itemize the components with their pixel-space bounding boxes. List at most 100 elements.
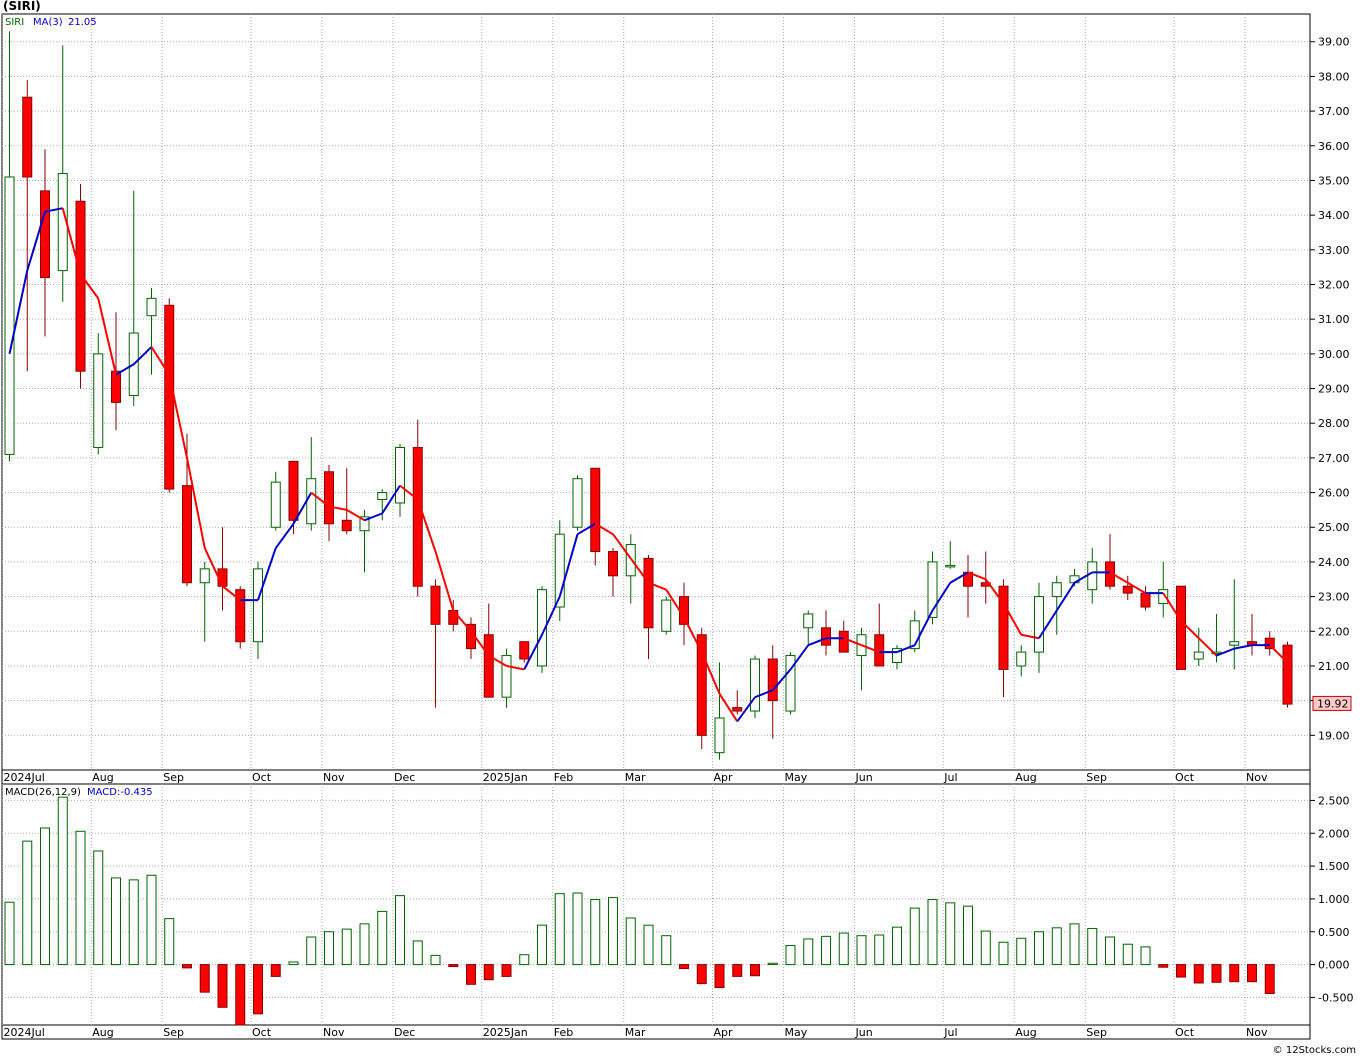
price-x-label: Aug — [92, 771, 113, 784]
candle-body — [235, 589, 246, 643]
ma3-line-segment — [399, 484, 419, 501]
candle-body — [643, 557, 654, 629]
macd-bar — [590, 899, 601, 966]
macd-bar — [57, 796, 68, 966]
price-x-label: Feb — [554, 771, 573, 784]
macd-bar — [377, 910, 388, 966]
candle-body — [430, 585, 441, 625]
candle-body — [1193, 651, 1204, 660]
macd-bar — [572, 892, 583, 966]
ma3-line-segment — [1180, 620, 1200, 639]
macd-bar — [1016, 937, 1027, 966]
macd-bar — [1087, 927, 1098, 966]
macd-bar — [1247, 964, 1257, 983]
macd-bar — [288, 961, 299, 966]
macd-x-label: Oct — [1175, 1026, 1195, 1039]
macd-bar — [608, 897, 618, 966]
ma3-line-segment — [97, 298, 117, 375]
ma3-line-segment — [381, 485, 401, 514]
macd-x-label: Apr — [714, 1026, 734, 1039]
candle-body — [306, 478, 317, 525]
macd-bar — [714, 964, 725, 989]
macd-bar — [537, 924, 547, 966]
ma3-line-segment — [1216, 647, 1235, 657]
macd-x-label: Dec — [394, 1026, 415, 1039]
macd-bar — [1069, 923, 1080, 966]
macd-bar — [412, 940, 423, 966]
ma3-line-segment — [1127, 581, 1147, 595]
macd-bar — [732, 964, 743, 977]
macd-bar — [128, 879, 139, 966]
ma3-line-segment — [612, 533, 632, 560]
candle-body — [537, 589, 547, 667]
ma3-line-segment — [221, 585, 241, 601]
macd-tick-label: 0.500 — [1318, 926, 1350, 939]
macd-bar — [874, 934, 885, 966]
ma3-line-segment — [416, 499, 437, 552]
candle-body — [4, 176, 15, 455]
candle-body — [93, 353, 104, 448]
candle-body — [164, 304, 175, 490]
candle-body — [696, 634, 707, 736]
ma3-line-segment — [558, 533, 579, 597]
macd-bar — [750, 964, 760, 977]
price-x-label: Apr — [714, 771, 734, 784]
candle-body — [590, 467, 601, 553]
macd-bar — [696, 964, 707, 985]
price-x-label: Jul — [943, 771, 957, 784]
ma3-line-segment — [1038, 609, 1058, 639]
ma3-line-segment — [186, 457, 206, 549]
price-x-label: Aug — [1015, 771, 1036, 784]
macd-bar — [980, 930, 991, 966]
ma3-line-segment — [310, 491, 330, 508]
ma3-line-segment — [292, 492, 313, 525]
ma3-line-segment — [789, 644, 810, 671]
ma3-line-segment — [807, 637, 827, 647]
price-tick-label: 24.00 — [1318, 556, 1350, 569]
macd-bar — [643, 924, 654, 966]
ma3-line-segment — [364, 512, 383, 522]
candle-body — [501, 655, 512, 698]
candle-body — [199, 568, 210, 584]
candle-body — [821, 627, 831, 646]
price-x-label: May — [785, 771, 808, 784]
macd-legend-indicator: MACD(26,12,9) — [5, 787, 81, 798]
ma3-line-segment — [79, 273, 100, 299]
candle-body — [838, 630, 849, 653]
price-tick-label: 27.00 — [1318, 452, 1350, 465]
candle-body — [22, 96, 33, 178]
ma3-line-segment — [488, 654, 508, 667]
macd-x-label: Sep — [1086, 1026, 1107, 1039]
macd-bar — [1051, 927, 1062, 966]
macd-x-label: Nov — [1246, 1026, 1268, 1039]
price-tick-label: 22.00 — [1318, 625, 1350, 638]
candle-body — [767, 658, 778, 702]
candle-body — [572, 478, 583, 528]
site-credit: © 12Stocks.com — [1272, 1045, 1356, 1056]
macd-bar — [661, 935, 672, 966]
macd-x-label: Jun — [855, 1026, 873, 1039]
candle-body — [448, 609, 459, 625]
price-tick-label: 37.00 — [1318, 105, 1350, 118]
macd-panel — [1, 783, 1311, 1026]
macd-tick-label: 2.000 — [1318, 827, 1350, 840]
price-legend-indicator: MA(3) — [33, 17, 63, 28]
candle-body — [1051, 582, 1062, 598]
price-tick-label: 33.00 — [1318, 244, 1350, 257]
macd-bar — [821, 935, 831, 966]
macd-tick-label: 1.500 — [1318, 860, 1350, 873]
price-x-label: Dec — [394, 771, 415, 784]
ma3-line-segment — [967, 571, 987, 581]
ma3-line-segment — [133, 346, 153, 365]
candle-body — [324, 471, 334, 525]
ma3-line-segment — [328, 505, 347, 511]
ma3-line-segment — [1269, 644, 1289, 664]
macd-bar — [4, 901, 15, 966]
ma3-line-segment — [44, 207, 63, 213]
candle-body — [661, 599, 672, 632]
candle-body — [1264, 637, 1275, 650]
macd-bar — [998, 941, 1009, 966]
ma3-line-segment — [8, 270, 29, 355]
ma3-line-segment — [1234, 644, 1253, 650]
